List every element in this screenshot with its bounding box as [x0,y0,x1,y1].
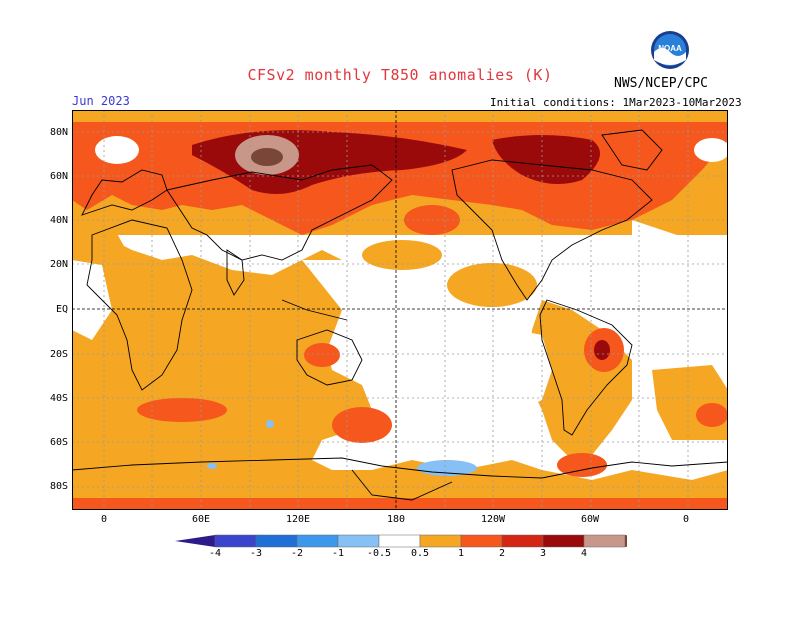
colorbar-label: -2 [290,548,304,559]
lon-label: 120E [285,514,311,525]
colorbar-label: -1 [331,548,345,559]
colorbar [175,534,627,548]
lat-label: 20S [49,349,68,360]
colorbar-svg [175,534,627,548]
lat-label: EQ [55,304,68,315]
lat-label: 80S [49,481,68,492]
anomaly-gt4-fill [251,148,283,166]
colorbar-segment [255,534,298,548]
lat-label: 40N [49,215,68,226]
lon-label: 180 [386,514,406,525]
equator-dateline [72,110,728,510]
map-frame [72,110,728,510]
anomaly-map [72,110,728,510]
colorbar-label: -0.5 [366,548,392,559]
colorbar-label: 2 [498,548,506,559]
colorbar-label: -4 [208,548,222,559]
colorbar-label: -3 [249,548,263,559]
coastlines [72,129,728,501]
colorbar-label: 4 [580,548,588,559]
colorbar-segment [501,534,544,548]
lon-label: 120W [480,514,506,525]
lon-label: 60E [191,514,211,525]
colorbar-segment [296,534,339,548]
lon-label: 60W [580,514,600,525]
colorbar-segment [337,534,380,548]
colorbar-label: 1 [457,548,465,559]
forecast-month: Jun 2023 [72,94,130,108]
lon-label: 0 [100,514,108,525]
colorbar-arrow-low [175,535,215,547]
lat-label: 80N [49,127,68,138]
map-svg [72,110,728,510]
colorbar-segment [419,534,462,548]
noaa-logo: NOAA [650,30,690,70]
lat-label: 60S [49,437,68,448]
chart-title: CFSv2 monthly T850 anomalies (K) [247,66,553,84]
colorbar-arrow-high [625,535,627,547]
colorbar-segment [378,534,421,548]
colorbar-label: 0.5 [410,548,430,559]
colorbar-segment [583,534,626,548]
logo-text: NOAA [658,44,682,53]
lat-label: 20N [49,259,68,270]
lon-label: 0 [682,514,690,525]
colorbar-label: 3 [539,548,547,559]
agency-label: NWS/NCEP/CPC [614,76,708,91]
map-gridlines [72,110,728,510]
near-zero-patches [72,136,728,430]
colorbar-segment [542,534,585,548]
colorbar-segment [214,534,257,548]
initial-conditions: Initial conditions: 1Mar2023-10Mar2023 [490,96,742,109]
lat-label: 40S [49,393,68,404]
colorbar-segment [460,534,503,548]
lat-label: 60N [49,171,68,182]
